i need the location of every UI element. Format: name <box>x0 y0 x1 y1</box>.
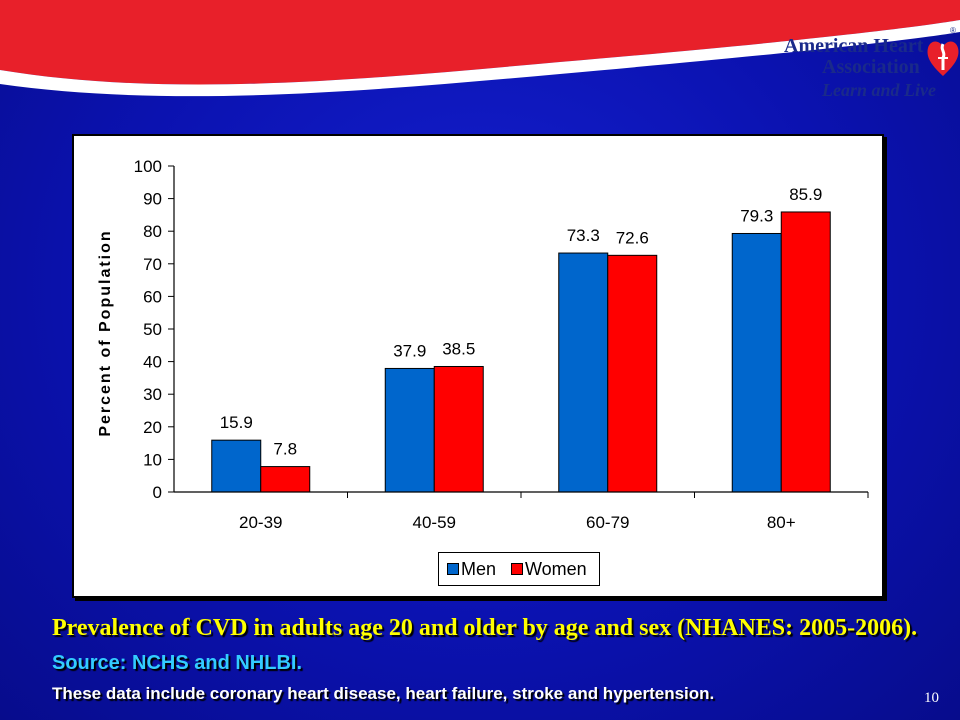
data-label-women: 72.6 <box>616 228 649 247</box>
x-tick-label: 40-59 <box>413 513 456 532</box>
legend-label-men: Men <box>461 559 497 579</box>
bar-women <box>780 211 831 493</box>
data-label-women: 38.5 <box>442 339 475 358</box>
slide-caption: Prevalence of CVD in adults age 20 and o… <box>52 611 932 680</box>
caption-note: These data include coronary heart diseas… <box>52 684 715 703</box>
bars-group: 15.9 7.8 37.9 38.5 73.3 72.6 79.3 85.9 <box>211 185 831 493</box>
bar-men <box>558 252 609 493</box>
y-tick-label: 90 <box>143 190 162 209</box>
bar-women <box>607 254 658 493</box>
caption-title: Prevalence of CVD in adults age 20 and o… <box>52 611 932 680</box>
heart-torch-icon <box>927 41 959 76</box>
bar-men <box>211 439 262 493</box>
y-tick-label: 0 <box>153 483 162 502</box>
chart-panel: 0 10 20 30 40 50 60 70 80 90 100 15.9 7.8 37.9 38.5 73… <box>72 134 884 598</box>
bar-chart: 0 10 20 30 40 50 60 70 80 90 100 15.9 7.8 37.9 38.5 73… <box>97 157 869 532</box>
caption-title-text: Prevalence of CVD in adults age 20 and o… <box>52 615 918 641</box>
y-tick-label: 100 <box>134 157 162 176</box>
legend-label-women: Women <box>525 559 587 579</box>
data-label-men: 15.9 <box>220 413 253 432</box>
logo-name: American Heart Association <box>784 36 923 78</box>
page-number: 10 <box>924 690 939 706</box>
y-tick-label: 70 <box>143 255 162 274</box>
data-label-men: 73.3 <box>567 226 600 245</box>
y-tick-label: 10 <box>143 450 162 469</box>
registered-mark: ® <box>950 26 956 35</box>
data-label-women: 7.8 <box>273 440 297 459</box>
y-axis-label: Percent of Population <box>97 229 114 436</box>
caption-source: Source: NCHS and NHLBI. <box>52 652 303 674</box>
x-tick-label: 20-39 <box>239 513 282 532</box>
bar-women <box>260 466 311 493</box>
bar-women <box>433 365 484 493</box>
logo-name-line2: Association <box>822 56 920 78</box>
logo-name-line1: American Heart <box>784 35 924 57</box>
y-tick-label: 40 <box>143 353 162 372</box>
axes <box>173 166 869 498</box>
x-tick-label: 80+ <box>767 513 796 532</box>
legend-swatch-women <box>511 563 523 575</box>
x-tick-label: 60-79 <box>586 513 629 532</box>
data-label-men: 37.9 <box>393 341 426 360</box>
header-banner <box>0 0 960 97</box>
data-label-men: 79.3 <box>740 206 773 225</box>
legend-swatch-men <box>447 563 459 575</box>
logo-tagline: Learn and Live <box>822 80 936 100</box>
bar-men <box>384 367 435 493</box>
y-tick-label: 80 <box>143 222 162 241</box>
bar-men <box>731 232 782 493</box>
y-axis-ticks: 0 10 20 30 40 50 60 70 80 90 100 <box>134 157 174 502</box>
y-tick-label: 20 <box>143 418 162 437</box>
y-tick-label: 60 <box>143 287 162 306</box>
y-tick-label: 50 <box>143 320 162 339</box>
y-tick-label: 30 <box>143 385 162 404</box>
chart-legend: Men Women <box>438 552 600 586</box>
aha-logo: American Heart Association Learn and Liv… <box>776 22 960 104</box>
x-axis-labels: 20-39 40-59 60-79 80+ <box>239 513 796 532</box>
data-label-women: 85.9 <box>789 185 822 204</box>
